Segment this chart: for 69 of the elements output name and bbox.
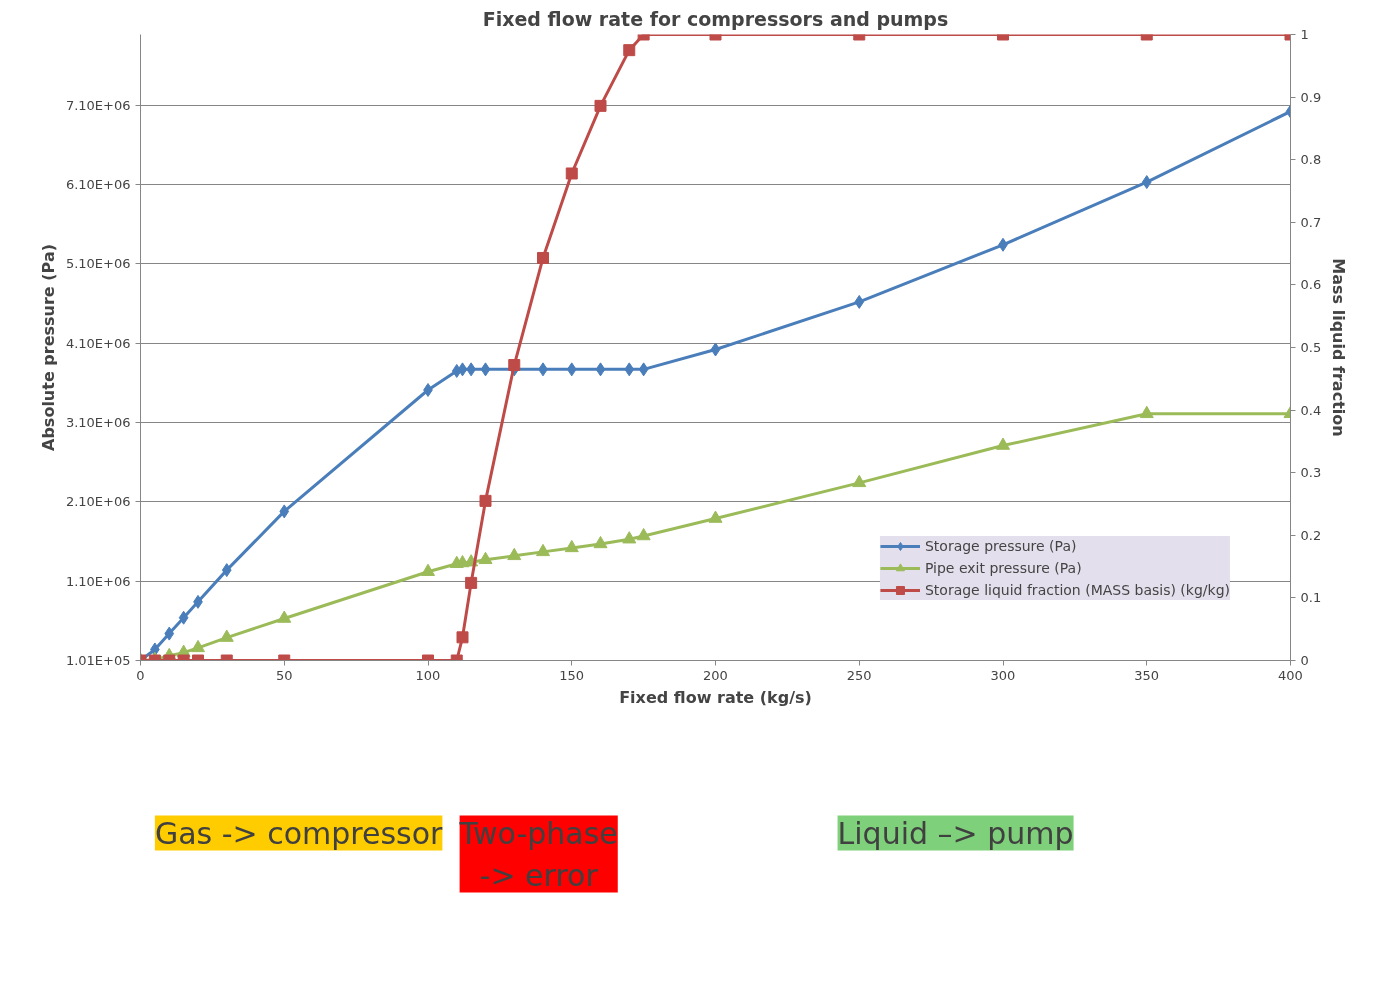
- x-tick-label: 250: [846, 667, 872, 683]
- point: [536, 543, 550, 557]
- x-tick-label: 100: [415, 667, 441, 683]
- y2-tick-label: 0.7: [1300, 214, 1322, 230]
- point: [507, 547, 522, 561]
- y-tick-label: 4.10E+06: [65, 335, 131, 351]
- y2-tick-label: 0.9: [1300, 89, 1322, 105]
- y2-tick-label: 0.6: [1300, 277, 1322, 293]
- x-tick-label: 400: [1278, 667, 1303, 683]
- y2-tick-label: 0.3: [1300, 465, 1322, 481]
- point: [478, 551, 493, 565]
- point: [191, 639, 205, 653]
- y-tick-label: 5.10E+06: [65, 256, 131, 272]
- point: [593, 535, 608, 549]
- x-axis-title: Fixed flow rate (kg/s): [619, 687, 812, 707]
- point: [636, 527, 651, 541]
- point: [479, 494, 492, 507]
- y2-tick-label: 0.1: [1300, 590, 1322, 606]
- point: [1141, 175, 1152, 190]
- point: [710, 342, 721, 357]
- point: [638, 362, 649, 377]
- y2-tick-label: 0: [1300, 653, 1309, 668]
- point: [279, 504, 290, 519]
- point: [457, 362, 468, 377]
- point: [221, 563, 232, 578]
- point: [854, 294, 865, 309]
- y-tick-label: 3.10E+06: [65, 414, 131, 430]
- y2-axis-title: Mass liquid fraction: [1329, 258, 1349, 437]
- point: [178, 610, 189, 625]
- x-tick-label: 150: [559, 667, 585, 683]
- x-tick-label: 300: [990, 667, 1016, 683]
- point: [566, 362, 577, 377]
- y-tick-label: 1.01E+05: [65, 653, 131, 668]
- point: [219, 629, 234, 642]
- x-tick-label: 200: [703, 667, 728, 683]
- y-tick-label: 2.10E+06: [65, 494, 131, 510]
- point: [852, 474, 867, 488]
- point: [708, 510, 723, 523]
- y-axis-title: Absolute pressure (Pa): [38, 244, 58, 451]
- legend-label: Pipe exit pressure (Pa): [924, 560, 1082, 576]
- point: [996, 437, 1010, 450]
- point: [622, 531, 637, 544]
- point: [1139, 405, 1154, 419]
- y-tick-label: 7.10E+06: [65, 97, 131, 113]
- y-tick-label: 1.10E+06: [65, 573, 131, 589]
- chart-title: Fixed flow rate for compressors and pumps: [482, 7, 949, 30]
- y2-tick-label: 1: [1300, 27, 1309, 42]
- point: [277, 610, 292, 623]
- y2-tick-label: 0.8: [1300, 152, 1322, 168]
- y2-tick-label: 0.2: [1300, 527, 1322, 543]
- point: [624, 362, 635, 377]
- y2-tick-label: 0.5: [1300, 340, 1322, 355]
- point: [421, 563, 435, 576]
- legend-label: Storage liquid fraction (MASS basis) (kg/kg): [924, 582, 1230, 598]
- point: [164, 626, 175, 641]
- legend-label: Storage pressure (Pa): [924, 538, 1077, 554]
- point: [537, 251, 549, 264]
- text: Liquid –> pump: [837, 815, 1074, 851]
- point: [508, 359, 521, 372]
- x-tick-label: 50: [275, 667, 293, 683]
- x-tick-label: 350: [1134, 667, 1160, 683]
- y-tick-label: 6.10E+06: [65, 176, 131, 192]
- point: [565, 167, 578, 180]
- point: [480, 362, 491, 377]
- point: [465, 576, 478, 589]
- y2-tick-label: 0.4: [1300, 402, 1322, 418]
- point: [564, 539, 579, 553]
- x-tick-label: 0: [136, 667, 145, 683]
- point: [595, 362, 606, 377]
